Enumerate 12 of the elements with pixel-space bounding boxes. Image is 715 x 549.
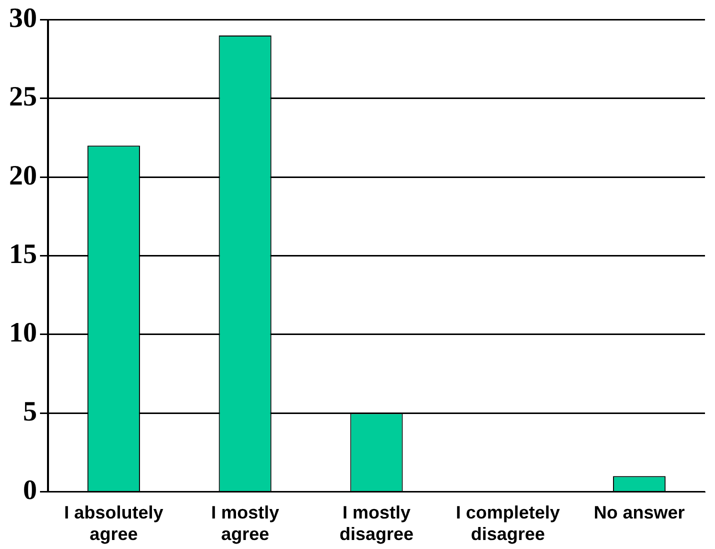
y-tick-label: 5 xyxy=(23,396,37,428)
y-tick-label: 10 xyxy=(9,318,37,349)
x-tick-label: No answer xyxy=(594,502,685,523)
y-tick-label: 30 xyxy=(9,3,37,34)
y-tick-label: 25 xyxy=(9,82,37,113)
y-tick-label: 15 xyxy=(9,239,37,270)
y-tick-label: 20 xyxy=(9,160,37,192)
x-tick-label: I mostly disagree xyxy=(339,502,414,544)
x-tick-label: I absolutely agree xyxy=(64,502,164,544)
y-tick-label: 0 xyxy=(23,475,37,506)
x-tick-label: I mostly agree xyxy=(211,502,280,544)
x-tick-label: I completely disagree xyxy=(456,502,560,544)
